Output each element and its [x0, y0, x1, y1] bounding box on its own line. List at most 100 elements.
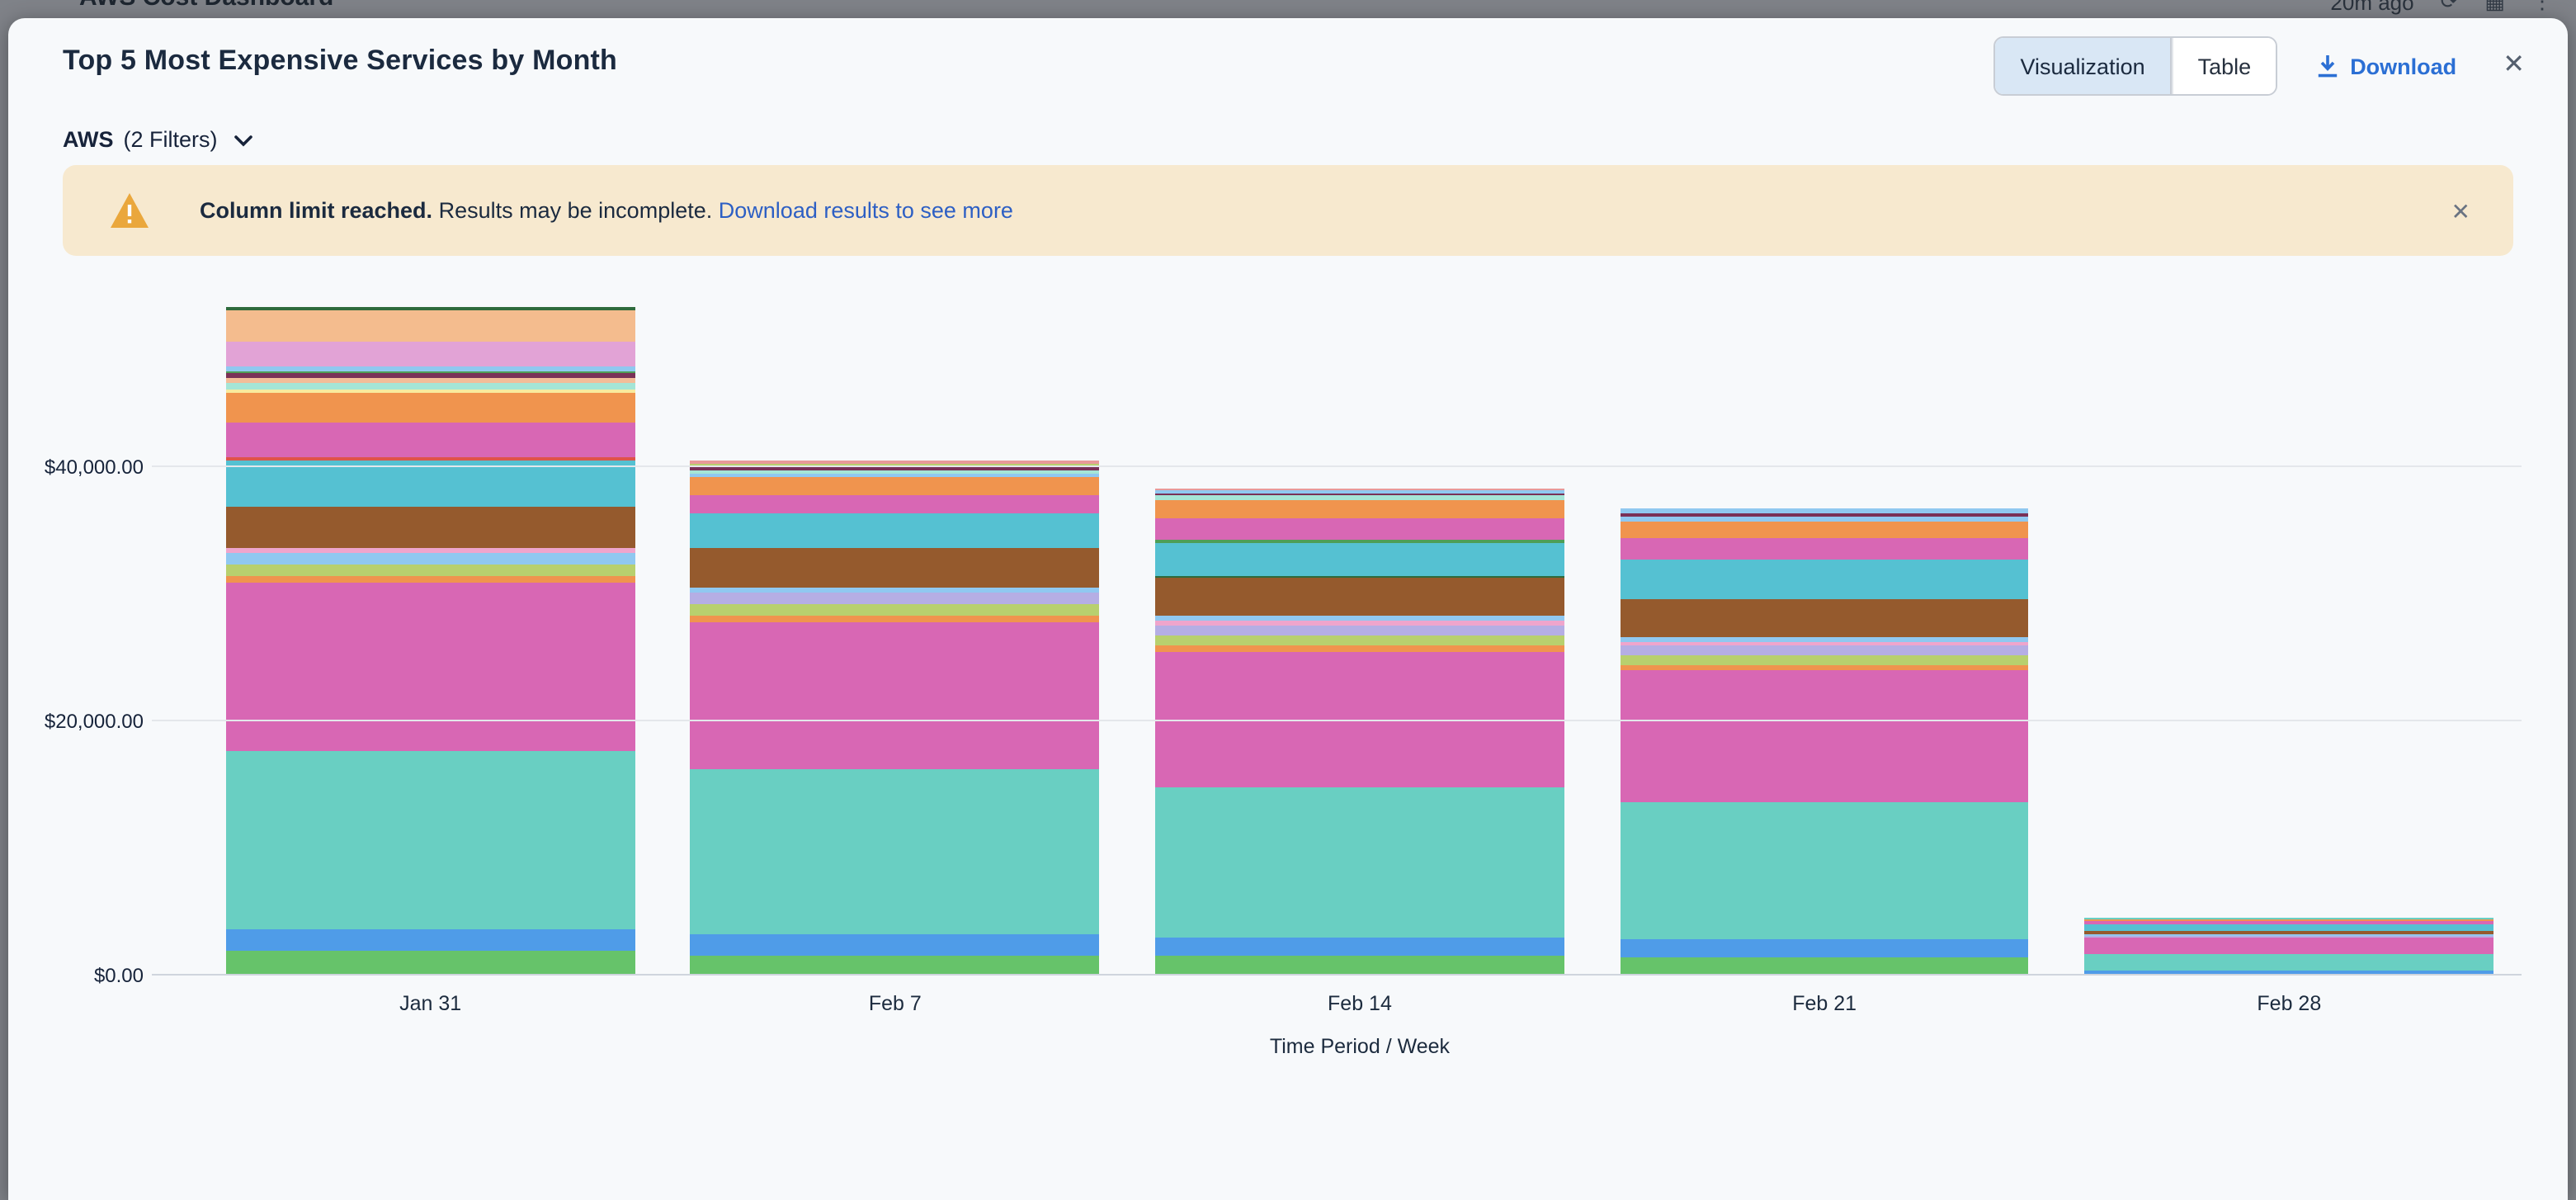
bar-segment[interactable]: [1620, 957, 2029, 976]
stacked-bar-feb-21[interactable]: [1620, 508, 2029, 976]
bar-segment[interactable]: [225, 378, 635, 384]
bar-segment[interactable]: [2084, 971, 2494, 974]
stacked-bar-feb-28[interactable]: [2084, 917, 2494, 976]
bar-segment[interactable]: [2084, 924, 2494, 931]
stacked-bar-jan-31[interactable]: [225, 306, 635, 976]
bar-segment[interactable]: [1155, 645, 1564, 652]
bar-segment[interactable]: [225, 306, 635, 310]
bar-segment[interactable]: [690, 477, 1100, 496]
bar-segment[interactable]: [225, 309, 635, 342]
filter-dropdown[interactable]: AWS (2 Filters): [63, 127, 252, 152]
bar-segment[interactable]: [225, 373, 635, 379]
bar-segment[interactable]: [225, 506, 635, 548]
bar-segment[interactable]: [225, 750, 635, 930]
chart-icon: ▦: [2484, 0, 2505, 13]
bar-segment[interactable]: [690, 934, 1100, 957]
chevron-down-icon: [234, 135, 252, 147]
bar-segment[interactable]: [2084, 938, 2494, 955]
bar-segment[interactable]: [225, 341, 635, 367]
stacked-bar-feb-14[interactable]: [1155, 488, 1564, 976]
bar-segment[interactable]: [690, 588, 1100, 593]
bar-segment[interactable]: [1620, 598, 2029, 637]
bar-segment[interactable]: [1155, 576, 1564, 579]
bar-segment[interactable]: [1620, 665, 2029, 671]
bar-segment[interactable]: [1620, 521, 2029, 539]
bar-segment[interactable]: [225, 457, 635, 461]
bar-segment[interactable]: [1155, 621, 1564, 626]
refresh-icon: ⟳: [2440, 0, 2459, 13]
bar-segment[interactable]: [690, 548, 1100, 588]
bar-segment[interactable]: [690, 470, 1100, 475]
bar-segment[interactable]: [1620, 645, 2029, 656]
bar-segment[interactable]: [1620, 655, 2029, 666]
bar-segment[interactable]: [1620, 560, 2029, 599]
bar-segment[interactable]: [1155, 625, 1564, 635]
bar-segment[interactable]: [1155, 488, 1564, 491]
banner-bold-text: Column limit reached.: [200, 198, 433, 223]
close-icon[interactable]: ✕: [2499, 50, 2528, 83]
banner-close-icon[interactable]: ✕: [2451, 197, 2470, 224]
bar-segment[interactable]: [1155, 635, 1564, 645]
bar-segment[interactable]: [225, 564, 635, 577]
bar-segment[interactable]: [690, 513, 1100, 549]
bar-segment[interactable]: [690, 621, 1100, 770]
bar-segment[interactable]: [1620, 670, 2029, 802]
bar-segment[interactable]: [2084, 917, 2494, 919]
bar-segment[interactable]: [690, 769, 1100, 935]
bar-segment[interactable]: [1620, 508, 2029, 513]
bar-segment[interactable]: [2084, 954, 2494, 971]
bar-segment[interactable]: [1155, 787, 1564, 938]
bar-segment[interactable]: [2084, 935, 2494, 938]
bar-segment[interactable]: [1620, 513, 2029, 517]
bar-segment[interactable]: [1155, 539, 1564, 543]
bar-segment[interactable]: [225, 951, 635, 976]
bar-segment[interactable]: [1620, 636, 2029, 642]
bar-segment[interactable]: [2084, 930, 2494, 935]
bar-segment[interactable]: [690, 461, 1100, 465]
bar-segment[interactable]: [225, 422, 635, 458]
bar-segment[interactable]: [225, 583, 635, 751]
bar-segment[interactable]: [1155, 518, 1564, 540]
tab-table[interactable]: Table: [2171, 38, 2276, 94]
bar-segment[interactable]: [690, 593, 1100, 605]
bar-segment[interactable]: [690, 474, 1100, 478]
bar-segment[interactable]: [690, 467, 1100, 470]
bar-segment[interactable]: [690, 616, 1100, 622]
bar-segment[interactable]: [225, 547, 635, 553]
bar-segment[interactable]: [2084, 934, 2494, 936]
bar-segment[interactable]: [1620, 801, 2029, 940]
bar-segment[interactable]: [225, 371, 635, 374]
plot-area: $0.00 $20,000.00 $40,000.00: [45, 297, 2522, 987]
bar-segment[interactable]: [1620, 939, 2029, 958]
bar-segment[interactable]: [1155, 938, 1564, 957]
bar-segment[interactable]: [1155, 490, 1564, 494]
bar-segment[interactable]: [225, 461, 635, 507]
bar-segment[interactable]: [225, 383, 635, 390]
bar-segment[interactable]: [1155, 578, 1564, 617]
warning-icon: [109, 191, 150, 229]
bar-segment[interactable]: [1155, 495, 1564, 501]
bar-segment[interactable]: [1620, 641, 2029, 646]
bar-segment[interactable]: [1155, 493, 1564, 496]
bar-segment[interactable]: [690, 604, 1100, 617]
bar-segment[interactable]: [690, 956, 1100, 976]
bar-segment[interactable]: [1155, 956, 1564, 976]
bar-segment[interactable]: [225, 552, 635, 565]
bar-segment[interactable]: [225, 390, 635, 394]
bar-segment[interactable]: [1155, 542, 1564, 577]
bar-segment[interactable]: [225, 929, 635, 952]
tab-visualization[interactable]: Visualization: [1995, 38, 2172, 94]
bar-segment[interactable]: [225, 393, 635, 423]
bar-segment[interactable]: [2084, 919, 2494, 922]
bar-segment[interactable]: [1155, 500, 1564, 519]
stacked-bar-feb-7[interactable]: [690, 461, 1100, 976]
banner-download-link[interactable]: Download results to see more: [718, 198, 1013, 223]
bar-segment[interactable]: [2084, 921, 2494, 925]
bar-segment[interactable]: [225, 576, 635, 583]
bar-segment[interactable]: [1155, 616, 1564, 621]
bar-segment[interactable]: [690, 495, 1100, 513]
download-button[interactable]: Download: [2317, 54, 2456, 78]
bar-segment[interactable]: [1620, 516, 2029, 522]
bar-segment[interactable]: [225, 366, 635, 372]
bar-segment[interactable]: [1620, 538, 2029, 560]
